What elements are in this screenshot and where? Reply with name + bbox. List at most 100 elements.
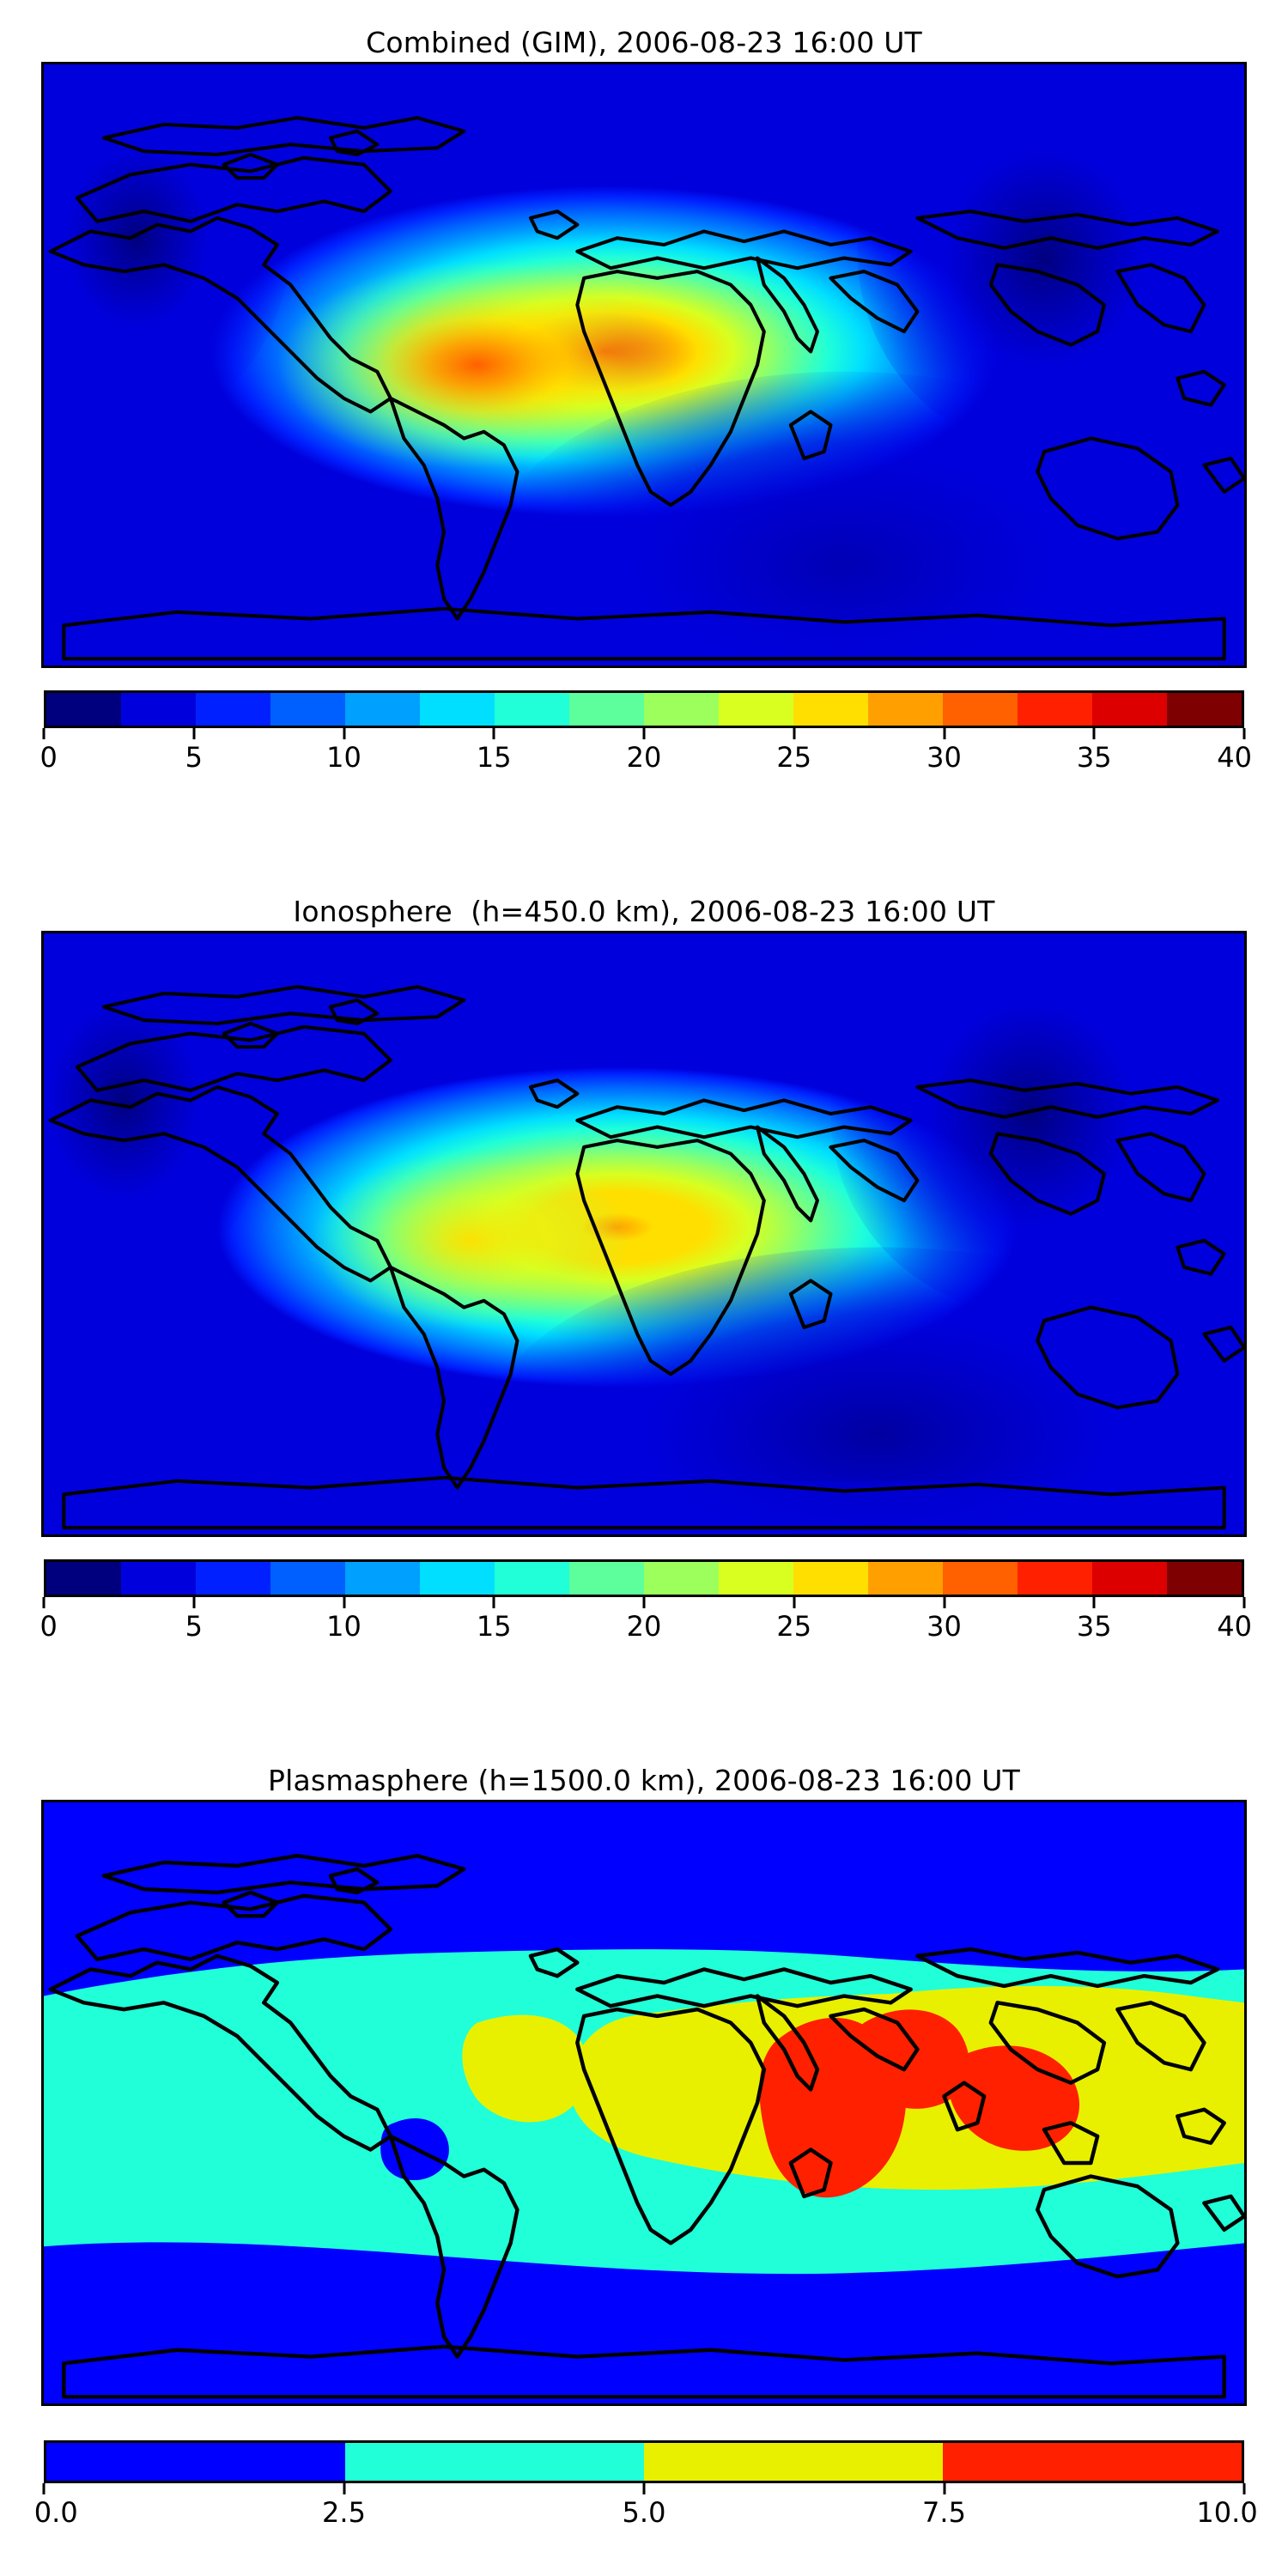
colorbar-tick bbox=[42, 1597, 46, 1608]
colorbar-plasmasphere bbox=[44, 2440, 1244, 2483]
colorbar-segment bbox=[121, 1562, 196, 1595]
colorbar-segment bbox=[196, 693, 270, 726]
colorbar-tick-label: 30 bbox=[927, 741, 962, 774]
colorbar-tick-label: 0.0 bbox=[33, 2496, 78, 2529]
colorbar-segment bbox=[569, 1562, 644, 1595]
colorbar-tick bbox=[793, 728, 796, 739]
colorbar-segment bbox=[1092, 693, 1167, 726]
map-ionosphere bbox=[41, 931, 1247, 1537]
colorbar-tick-label: 40 bbox=[1217, 741, 1252, 774]
colorbar-segment bbox=[46, 693, 121, 726]
colorbar-tick bbox=[1242, 728, 1246, 739]
colorbar-segment bbox=[1092, 1562, 1167, 1595]
colorbar-segment bbox=[943, 1562, 1018, 1595]
colorbar-tick-label: 20 bbox=[626, 741, 662, 774]
colorbar-tick-label: 10.0 bbox=[1196, 2496, 1258, 2529]
colorbar-tick bbox=[642, 728, 646, 739]
colorbar-segment bbox=[793, 693, 868, 726]
colorbar-segment bbox=[345, 2443, 644, 2481]
colorbar-tick-label: 5.0 bbox=[622, 2496, 666, 2529]
colorbar-axis-ionosphere: 0 5 10 15 20 25 30 35 40 bbox=[40, 1597, 1252, 1647]
colorbar-tick bbox=[642, 1597, 646, 1608]
colorbar-tick bbox=[343, 1597, 345, 1608]
coastlines-combined bbox=[48, 116, 1244, 661]
colorbar-combined bbox=[44, 690, 1244, 728]
colorbar-tick-label: 25 bbox=[776, 1610, 812, 1643]
colorbar-tick-label: 40 bbox=[1217, 1610, 1252, 1643]
colorbar-axis-plasmasphere: 0.0 2.5 5.0 7.5 10.0 bbox=[34, 2483, 1258, 2533]
colorbar-tick bbox=[42, 728, 46, 739]
contour-field-ionosphere bbox=[44, 933, 1244, 1534]
map-plasmasphere bbox=[41, 1800, 1247, 2406]
colorbar-segment bbox=[270, 693, 345, 726]
colorbar-segment bbox=[868, 1562, 943, 1595]
panel-ionosphere: Ionosphere (h=450.0 km), 2006-08-23 16:0… bbox=[0, 893, 1288, 1647]
colorbar-segment bbox=[644, 1562, 719, 1595]
colorbar-segment bbox=[793, 1562, 868, 1595]
colorbar-tick bbox=[1092, 1597, 1096, 1608]
colorbar-wrap-plasmasphere: 0.0 2.5 5.0 7.5 10.0 bbox=[34, 2440, 1258, 2533]
panel-title-ionosphere: Ionosphere (h=450.0 km), 2006-08-23 16:0… bbox=[293, 895, 995, 928]
colorbar-tick-label: 15 bbox=[476, 1610, 512, 1643]
colorbar-segment bbox=[345, 693, 420, 726]
colorbar-tick-label: 35 bbox=[1076, 1610, 1112, 1643]
colorbar-segment bbox=[121, 693, 196, 726]
colorbar-segment bbox=[495, 693, 569, 726]
panel-title-plasmasphere: Plasmasphere (h=1500.0 km), 2006-08-23 1… bbox=[268, 1764, 1020, 1797]
colorbar-segment bbox=[420, 1562, 495, 1595]
map-svg-combined bbox=[44, 64, 1244, 665]
colorbar-segment bbox=[644, 693, 719, 726]
colorbar-tick bbox=[642, 2483, 646, 2494]
panel-combined-gim: Combined (GIM), 2006-08-23 16:00 UT bbox=[0, 24, 1288, 778]
colorbar-tick bbox=[492, 1597, 495, 1608]
colorbar-tick bbox=[943, 1597, 945, 1608]
colorbar-tick-label: 2.5 bbox=[322, 2496, 366, 2529]
colorbar-tick bbox=[343, 2483, 345, 2494]
colorbar-tick bbox=[192, 728, 196, 739]
colorbar-tick-label: 5 bbox=[185, 1610, 203, 1643]
colorbar-tick bbox=[42, 2483, 46, 2494]
colorbar-tick bbox=[343, 728, 345, 739]
map-svg-ionosphere bbox=[44, 933, 1244, 1534]
colorbar-segment bbox=[46, 1562, 121, 1595]
coastlines-ionosphere bbox=[48, 985, 1244, 1530]
colorbar-segment bbox=[868, 693, 943, 726]
colorbar-tick-label: 25 bbox=[776, 741, 812, 774]
panel-plasmasphere: Plasmasphere (h=1500.0 km), 2006-08-23 1… bbox=[0, 1762, 1288, 2533]
colorbar-segment bbox=[495, 1562, 569, 1595]
colorbar-axis-combined: 0 5 10 15 20 25 30 35 40 bbox=[40, 728, 1252, 778]
colorbar-segment bbox=[1167, 693, 1242, 726]
colorbar-tick bbox=[1092, 728, 1096, 739]
colorbar-tick-label: 10 bbox=[326, 741, 361, 774]
map-svg-plasmasphere bbox=[44, 1802, 1244, 2403]
colorbar-segment bbox=[943, 693, 1018, 726]
colorbar-segment bbox=[943, 2443, 1242, 2481]
colorbar-tick bbox=[492, 728, 495, 739]
colorbar-tick-label: 7.5 bbox=[922, 2496, 966, 2529]
colorbar-tick-label: 10 bbox=[326, 1610, 361, 1643]
colorbar-segment bbox=[46, 2443, 345, 2481]
colorbar-segment bbox=[1167, 1562, 1242, 1595]
contour-field-plasmasphere bbox=[44, 1802, 1244, 2403]
colorbar-tick-label: 0 bbox=[39, 1610, 58, 1643]
colorbar-tick-label: 5 bbox=[185, 741, 203, 774]
colorbar-tick bbox=[793, 1597, 796, 1608]
colorbar-tick bbox=[192, 1597, 196, 1608]
colorbar-segment bbox=[196, 1562, 270, 1595]
colorbar-wrap-ionosphere: 0 5 10 15 20 25 30 35 40 bbox=[40, 1559, 1252, 1647]
colorbar-segment bbox=[420, 693, 495, 726]
colorbar-tick-label: 15 bbox=[476, 741, 512, 774]
colorbar-segment bbox=[1018, 693, 1092, 726]
colorbar-segment bbox=[1018, 1562, 1092, 1595]
colorbar-segment bbox=[719, 1562, 793, 1595]
panel-title-combined: Combined (GIM), 2006-08-23 16:00 UT bbox=[366, 26, 922, 59]
colorbar-segment bbox=[569, 693, 644, 726]
colorbar-tick-label: 0 bbox=[39, 741, 58, 774]
colorbar-ionosphere bbox=[44, 1559, 1244, 1597]
colorbar-segment bbox=[270, 1562, 345, 1595]
contour-field-combined bbox=[44, 64, 1244, 665]
colorbar-wrap-combined: 0 5 10 15 20 25 30 35 40 bbox=[40, 690, 1252, 778]
colorbar-tick bbox=[943, 2483, 945, 2494]
colorbar-tick bbox=[943, 728, 945, 739]
